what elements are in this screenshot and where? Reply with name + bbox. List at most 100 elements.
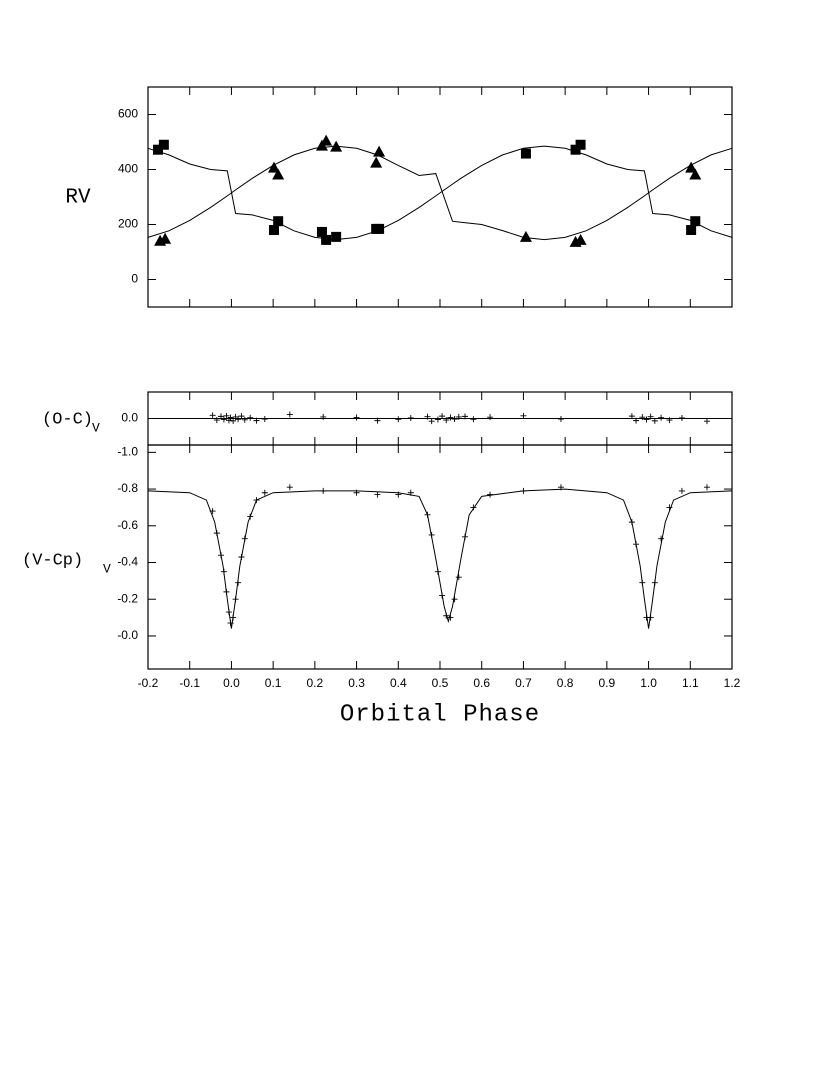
square-point: [273, 216, 284, 227]
plus-point: [374, 417, 381, 424]
plus-point: [232, 596, 239, 603]
plus-point: [238, 554, 245, 560]
plus-point: [247, 414, 254, 421]
plus-point: [428, 531, 435, 538]
plus-point: [628, 519, 635, 526]
plus-point: [209, 508, 216, 515]
plus-point: [628, 413, 635, 420]
plus-point: [439, 592, 446, 599]
y-tick-label: 400: [118, 162, 138, 176]
square-point: [268, 225, 279, 235]
plus-point: [470, 416, 477, 423]
triangle-point: [689, 168, 702, 180]
square-point: [520, 148, 531, 159]
square-point: [321, 234, 332, 245]
plus-point: [703, 418, 710, 425]
x-tick-label: 1.1: [682, 676, 699, 690]
y-tick-label: -0.4: [117, 555, 138, 569]
triangle-point: [320, 134, 333, 146]
plus-point: [241, 535, 248, 542]
plus-point: [520, 487, 527, 494]
plus-point: [439, 413, 446, 420]
y-tick-label: -1.0: [117, 445, 138, 459]
plus-point: [455, 413, 462, 420]
plus-point: [247, 513, 254, 520]
model-curve: [147, 145, 733, 241]
y-axis-label-subscript: V: [103, 561, 111, 576]
triangle-point: [685, 161, 698, 173]
plus-point: [647, 413, 654, 420]
plus-point: [651, 417, 658, 424]
plus-point: [407, 489, 414, 496]
x-tick-label: 0.6: [473, 676, 490, 690]
plus-point: [428, 418, 435, 425]
y-tick-label: -0.8: [117, 481, 138, 495]
x-tick-label: 0.7: [515, 676, 532, 690]
triangle-point: [330, 140, 343, 152]
plus-point: [678, 487, 685, 494]
plus-point: [213, 530, 220, 537]
x-tick-label: -0.1: [179, 676, 200, 690]
square-point: [686, 225, 697, 235]
plus-point: [470, 504, 477, 511]
plus-point: [658, 535, 665, 542]
square-point: [316, 226, 327, 237]
plot-frame: [147, 444, 733, 670]
y-tick-label: -0.0: [117, 628, 138, 642]
square-point: [570, 144, 581, 155]
y-tick-label: 600: [118, 107, 138, 121]
model-curve: [147, 145, 733, 241]
triangle-point: [370, 156, 383, 168]
square-point: [331, 231, 342, 242]
x-tick-label: 0.4: [390, 676, 407, 690]
x-tick-label: 0.5: [432, 676, 449, 690]
plus-point: [434, 416, 441, 423]
plus-point: [241, 416, 248, 423]
plus-point: [520, 412, 527, 419]
plus-point: [643, 416, 650, 423]
plus-point: [639, 579, 646, 586]
plot-frame: [147, 86, 733, 308]
triangle-point: [373, 145, 386, 157]
plus-point: [320, 413, 327, 420]
plus-point: [220, 416, 227, 423]
plus-point: [455, 574, 462, 581]
x-tick-label: 0.3: [348, 676, 365, 690]
y-tick-label: -0.2: [117, 591, 138, 605]
y-tick-label: 200: [118, 217, 138, 231]
plus-point: [353, 414, 360, 421]
triangle-point: [159, 232, 172, 244]
plus-point: [434, 568, 441, 575]
plus-point: [238, 413, 245, 420]
plus-point: [223, 588, 230, 595]
square-point: [374, 223, 385, 234]
x-axis-label: Orbital Phase: [340, 701, 540, 728]
triangle-point: [574, 233, 587, 245]
plus-point: [230, 614, 237, 621]
plus-point: [223, 412, 230, 419]
y-axis-label: RV: [65, 187, 91, 210]
square-point: [153, 144, 164, 155]
plus-point: [633, 541, 640, 548]
plus-point: [703, 484, 710, 491]
plus-point: [253, 497, 260, 504]
plus-point: [227, 414, 234, 421]
plus-point: [235, 416, 242, 423]
plus-point: [633, 417, 640, 424]
plus-point: [235, 579, 242, 586]
plus-point: [407, 414, 414, 421]
plus-point: [443, 612, 450, 619]
plus-point: [447, 614, 454, 621]
plus-point: [639, 414, 646, 421]
plus-point: [647, 614, 654, 621]
x-tick-label: -0.2: [138, 676, 159, 690]
plus-point: [487, 414, 494, 421]
plus-point: [658, 414, 665, 421]
plus-point: [261, 416, 268, 423]
plus-point: [666, 417, 673, 424]
plus-point: [666, 504, 673, 511]
triangle-point: [519, 230, 532, 242]
plus-point: [395, 491, 402, 498]
plus-point: [218, 552, 224, 559]
